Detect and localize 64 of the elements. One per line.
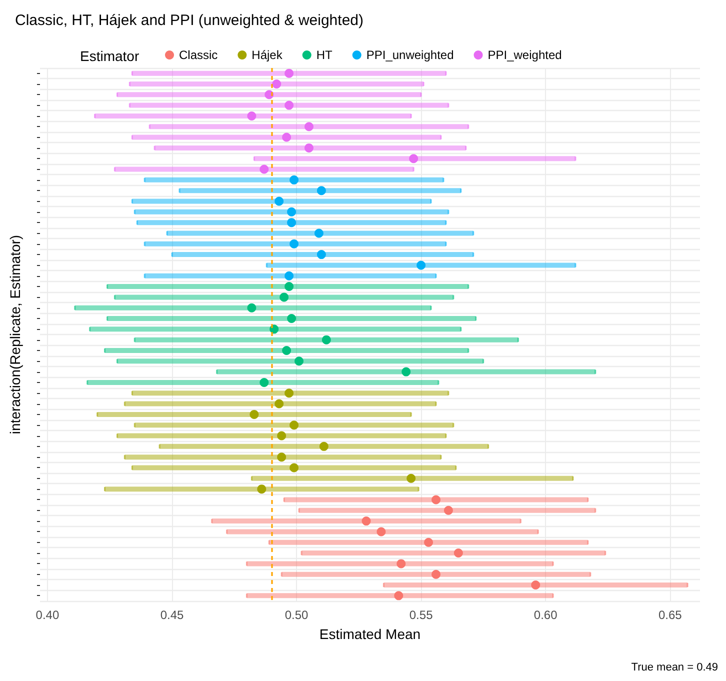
point [362, 516, 371, 526]
point [284, 388, 294, 398]
point [260, 164, 269, 174]
x-tick-label: 0.65 [658, 608, 682, 622]
x-tick-label: 0.45 [160, 608, 184, 622]
point [280, 292, 289, 302]
legend-label: PPI_weighted [488, 48, 562, 62]
legend-label: Hájek [252, 48, 284, 62]
legend-label: HT [316, 48, 334, 62]
point [284, 271, 294, 280]
point [444, 506, 453, 515]
point [277, 452, 286, 462]
point [287, 207, 296, 216]
point [272, 79, 282, 88]
point [406, 474, 416, 483]
point [314, 228, 324, 238]
point [402, 367, 411, 376]
point [274, 399, 284, 408]
point [284, 100, 294, 110]
point [531, 580, 540, 590]
x-tick-label: 0.55 [409, 608, 434, 622]
point [304, 143, 314, 152]
x-tick-label: 0.40 [36, 608, 60, 622]
point [319, 442, 328, 451]
point [247, 303, 256, 312]
chart-title: Classic, HT, Hájek and PPI (unweighted & weighted) [15, 12, 364, 29]
point [316, 186, 326, 196]
point [257, 484, 266, 494]
legend-label: PPI_unweighted [366, 48, 454, 62]
point [424, 538, 434, 547]
point [294, 356, 304, 366]
point [290, 175, 299, 184]
point [454, 548, 463, 558]
point [260, 378, 269, 387]
point [284, 282, 294, 292]
point [284, 68, 294, 78]
x-axis-title: Estimated Mean [319, 626, 421, 642]
point [282, 132, 292, 142]
point [290, 463, 299, 472]
point [376, 527, 386, 536]
point [304, 122, 314, 132]
point [250, 410, 259, 419]
point [316, 250, 326, 260]
point [287, 218, 296, 228]
point [287, 314, 296, 324]
point [322, 335, 331, 344]
point [432, 570, 440, 579]
point [409, 154, 418, 164]
point [432, 495, 440, 504]
x-tick-label: 0.50 [284, 608, 309, 622]
point [416, 260, 426, 270]
point [394, 591, 404, 600]
legend-label: Classic [179, 48, 218, 62]
point [290, 239, 299, 248]
point [282, 346, 292, 355]
point [396, 559, 406, 568]
point [247, 111, 256, 120]
point [274, 196, 284, 206]
x-tick-label: 0.60 [534, 608, 558, 622]
point [277, 431, 286, 440]
point [290, 420, 299, 430]
legend-title: Estimator [80, 48, 140, 64]
y-axis-title: interaction(Replicate, Estimator) [7, 234, 23, 434]
text: True mean = 0.49 [631, 662, 718, 674]
